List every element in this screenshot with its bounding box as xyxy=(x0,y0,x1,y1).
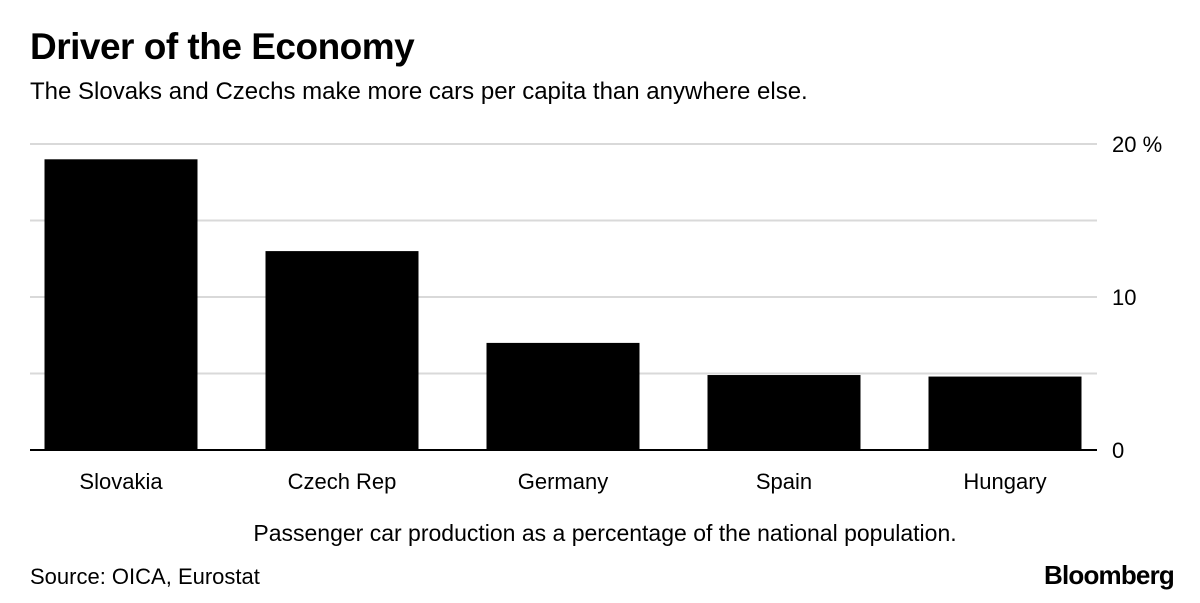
bar-czech-rep xyxy=(265,251,419,450)
y-tick-label: 20 % xyxy=(1112,132,1162,157)
x-tick-label: Hungary xyxy=(963,469,1046,494)
source-label: Source: OICA, Eurostat xyxy=(30,564,260,589)
bar-slovakia xyxy=(44,159,198,451)
chart-subtitle: The Slovaks and Czechs make more cars pe… xyxy=(30,78,808,105)
bar-hungary xyxy=(928,376,1082,450)
bar-germany xyxy=(486,342,640,450)
chart-note: Passenger car production as a percentage… xyxy=(253,520,957,546)
x-tick-label: Slovakia xyxy=(79,469,163,494)
chart-title: Driver of the Economy xyxy=(30,26,415,67)
x-tick-label: Spain xyxy=(756,469,812,494)
x-tick-label: Germany xyxy=(518,469,608,494)
y-tick-label: 10 xyxy=(1112,285,1136,310)
x-tick-label: Czech Rep xyxy=(288,469,397,494)
bloomberg-logo: Bloomberg xyxy=(1043,560,1175,590)
y-tick-label: 0 xyxy=(1112,438,1124,463)
bar-spain xyxy=(707,375,861,450)
